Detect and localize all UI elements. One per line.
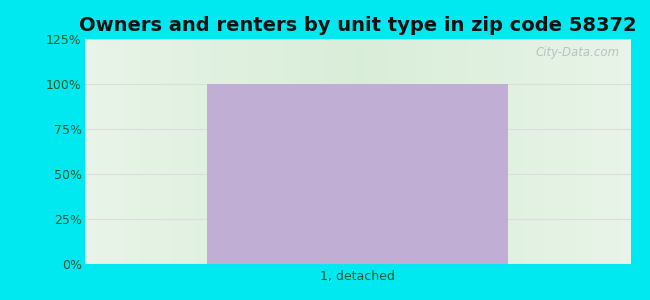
Title: Owners and renters by unit type in zip code 58372: Owners and renters by unit type in zip c… bbox=[79, 16, 636, 35]
Text: City-Data.com: City-Data.com bbox=[536, 46, 619, 59]
Bar bbox=[207, 84, 508, 264]
